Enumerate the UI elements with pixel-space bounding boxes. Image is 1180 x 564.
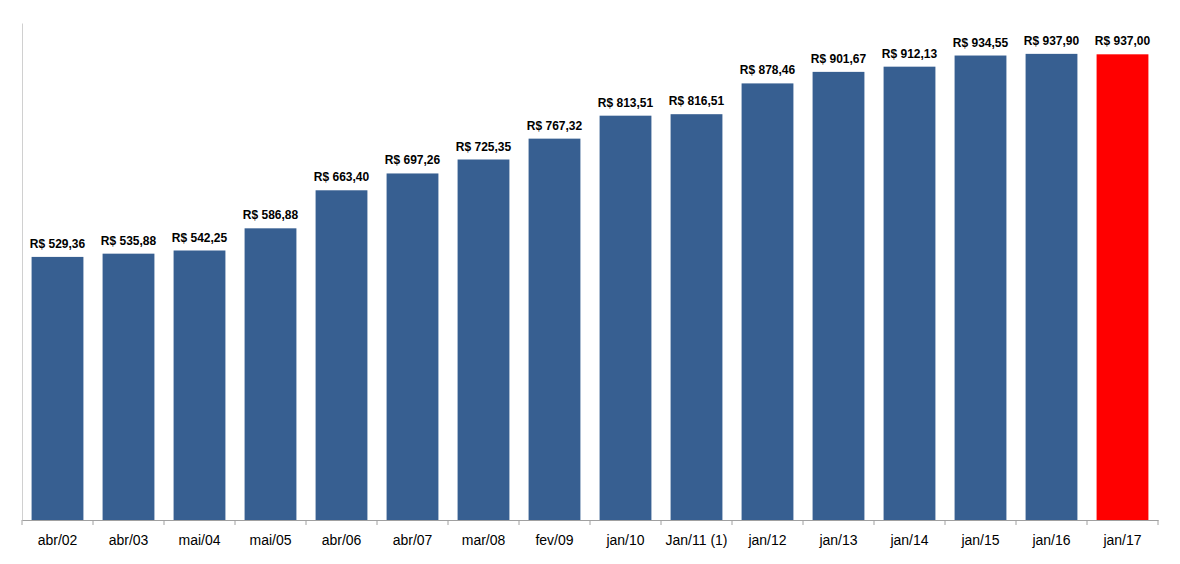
data-label: R$ 767,32 <box>527 119 583 133</box>
category-separator <box>874 520 875 525</box>
x-tick: Jan/11 (1) <box>666 520 728 548</box>
x-tick-label: jan/17 <box>1102 532 1141 548</box>
x-tick-label: abr/06 <box>322 532 362 548</box>
data-label: R$ 663,40 <box>314 170 370 184</box>
category-separator <box>448 520 449 525</box>
x-tick: mai/04 <box>178 520 220 548</box>
category-separator <box>235 520 236 525</box>
data-label: R$ 901,67 <box>811 52 867 66</box>
data-label: R$ 813,51 <box>598 96 654 110</box>
bar <box>955 56 1007 520</box>
bar <box>458 160 510 520</box>
bar <box>671 114 723 520</box>
x-tick-label: jan/13 <box>818 532 857 548</box>
category-separator <box>93 520 94 525</box>
bar <box>884 67 936 520</box>
x-axis: abr/02 abr/03 mai/04 mai/05 abr/06 abr/07 mar/… <box>23 520 1159 548</box>
x-tick-label: fev/09 <box>535 532 573 548</box>
category-separator <box>22 520 23 525</box>
category-separator <box>732 520 733 525</box>
data-label: R$ 878,46 <box>740 63 796 77</box>
category-separator <box>1158 520 1159 525</box>
x-tick-label: jan/16 <box>1031 532 1070 548</box>
x-tick-label: abr/02 <box>38 532 78 548</box>
bar <box>316 190 368 520</box>
category-separator <box>519 520 520 525</box>
x-tick: jan/14 <box>889 520 928 548</box>
x-tick: jan/17 <box>1102 520 1141 548</box>
data-label: R$ 725,35 <box>456 140 512 154</box>
bar <box>813 72 865 520</box>
bar <box>32 257 84 520</box>
data-label: R$ 937,90 <box>1024 34 1080 48</box>
data-label: R$ 542,25 <box>172 231 228 245</box>
category-separator <box>661 520 662 525</box>
category-separator <box>164 520 165 525</box>
x-tick-label: abr/03 <box>109 532 149 548</box>
x-tick: jan/10 <box>605 520 644 548</box>
category-separator <box>377 520 378 525</box>
category-separator <box>803 520 804 525</box>
x-tick: abr/03 <box>109 520 149 548</box>
x-tick: abr/07 <box>393 520 433 548</box>
x-tick: jan/16 <box>1031 520 1070 548</box>
category-separators <box>22 520 1158 525</box>
data-label: R$ 816,51 <box>669 94 725 108</box>
x-tick-label: abr/07 <box>393 532 433 548</box>
category-separator <box>1016 520 1017 525</box>
category-separator <box>306 520 307 525</box>
x-tick: abr/02 <box>38 520 78 548</box>
x-tick-label: jan/12 <box>747 532 786 548</box>
category-separator <box>590 520 591 525</box>
data-label: R$ 535,88 <box>101 234 157 248</box>
x-tick-label: mar/08 <box>462 532 506 548</box>
data-label: R$ 912,13 <box>882 47 938 61</box>
data-labels: R$ 529,36 R$ 535,88 R$ 542,25 R$ 586,88 R$ 6… <box>30 34 1151 251</box>
x-tick: mai/05 <box>249 520 291 548</box>
data-label: R$ 697,26 <box>385 153 441 167</box>
chart: abr/02 abr/03 mai/04 mai/05 abr/06 abr/07 mar/… <box>0 0 1180 564</box>
x-tick: mar/08 <box>462 520 506 548</box>
bar <box>245 228 297 520</box>
x-tick: jan/12 <box>747 520 786 548</box>
bar <box>387 173 439 520</box>
category-separator <box>945 520 946 525</box>
bar <box>600 116 652 520</box>
x-tick-label: jan/14 <box>889 532 928 548</box>
x-tick: fev/09 <box>535 520 573 548</box>
data-label: R$ 529,36 <box>30 237 86 251</box>
category-separator <box>1087 520 1088 525</box>
x-tick: abr/06 <box>322 520 362 548</box>
x-tick-label: jan/10 <box>605 532 644 548</box>
data-label: R$ 937,00 <box>1095 34 1151 48</box>
x-tick-label: mai/05 <box>249 532 291 548</box>
bar <box>529 139 581 520</box>
bars <box>32 54 1149 520</box>
bar <box>1097 54 1149 520</box>
x-tick: jan/13 <box>818 520 857 548</box>
bar <box>174 251 226 520</box>
bar <box>103 254 155 520</box>
x-tick: jan/15 <box>960 520 999 548</box>
y-axis-line <box>22 24 23 521</box>
data-label: R$ 934,55 <box>953 36 1009 50</box>
bar <box>742 83 794 520</box>
x-tick-label: mai/04 <box>178 532 220 548</box>
x-tick-label: Jan/11 (1) <box>666 532 728 548</box>
bar <box>1026 54 1078 520</box>
y-axis <box>22 24 23 521</box>
data-label: R$ 586,88 <box>243 208 299 222</box>
x-tick-label: jan/15 <box>960 532 999 548</box>
